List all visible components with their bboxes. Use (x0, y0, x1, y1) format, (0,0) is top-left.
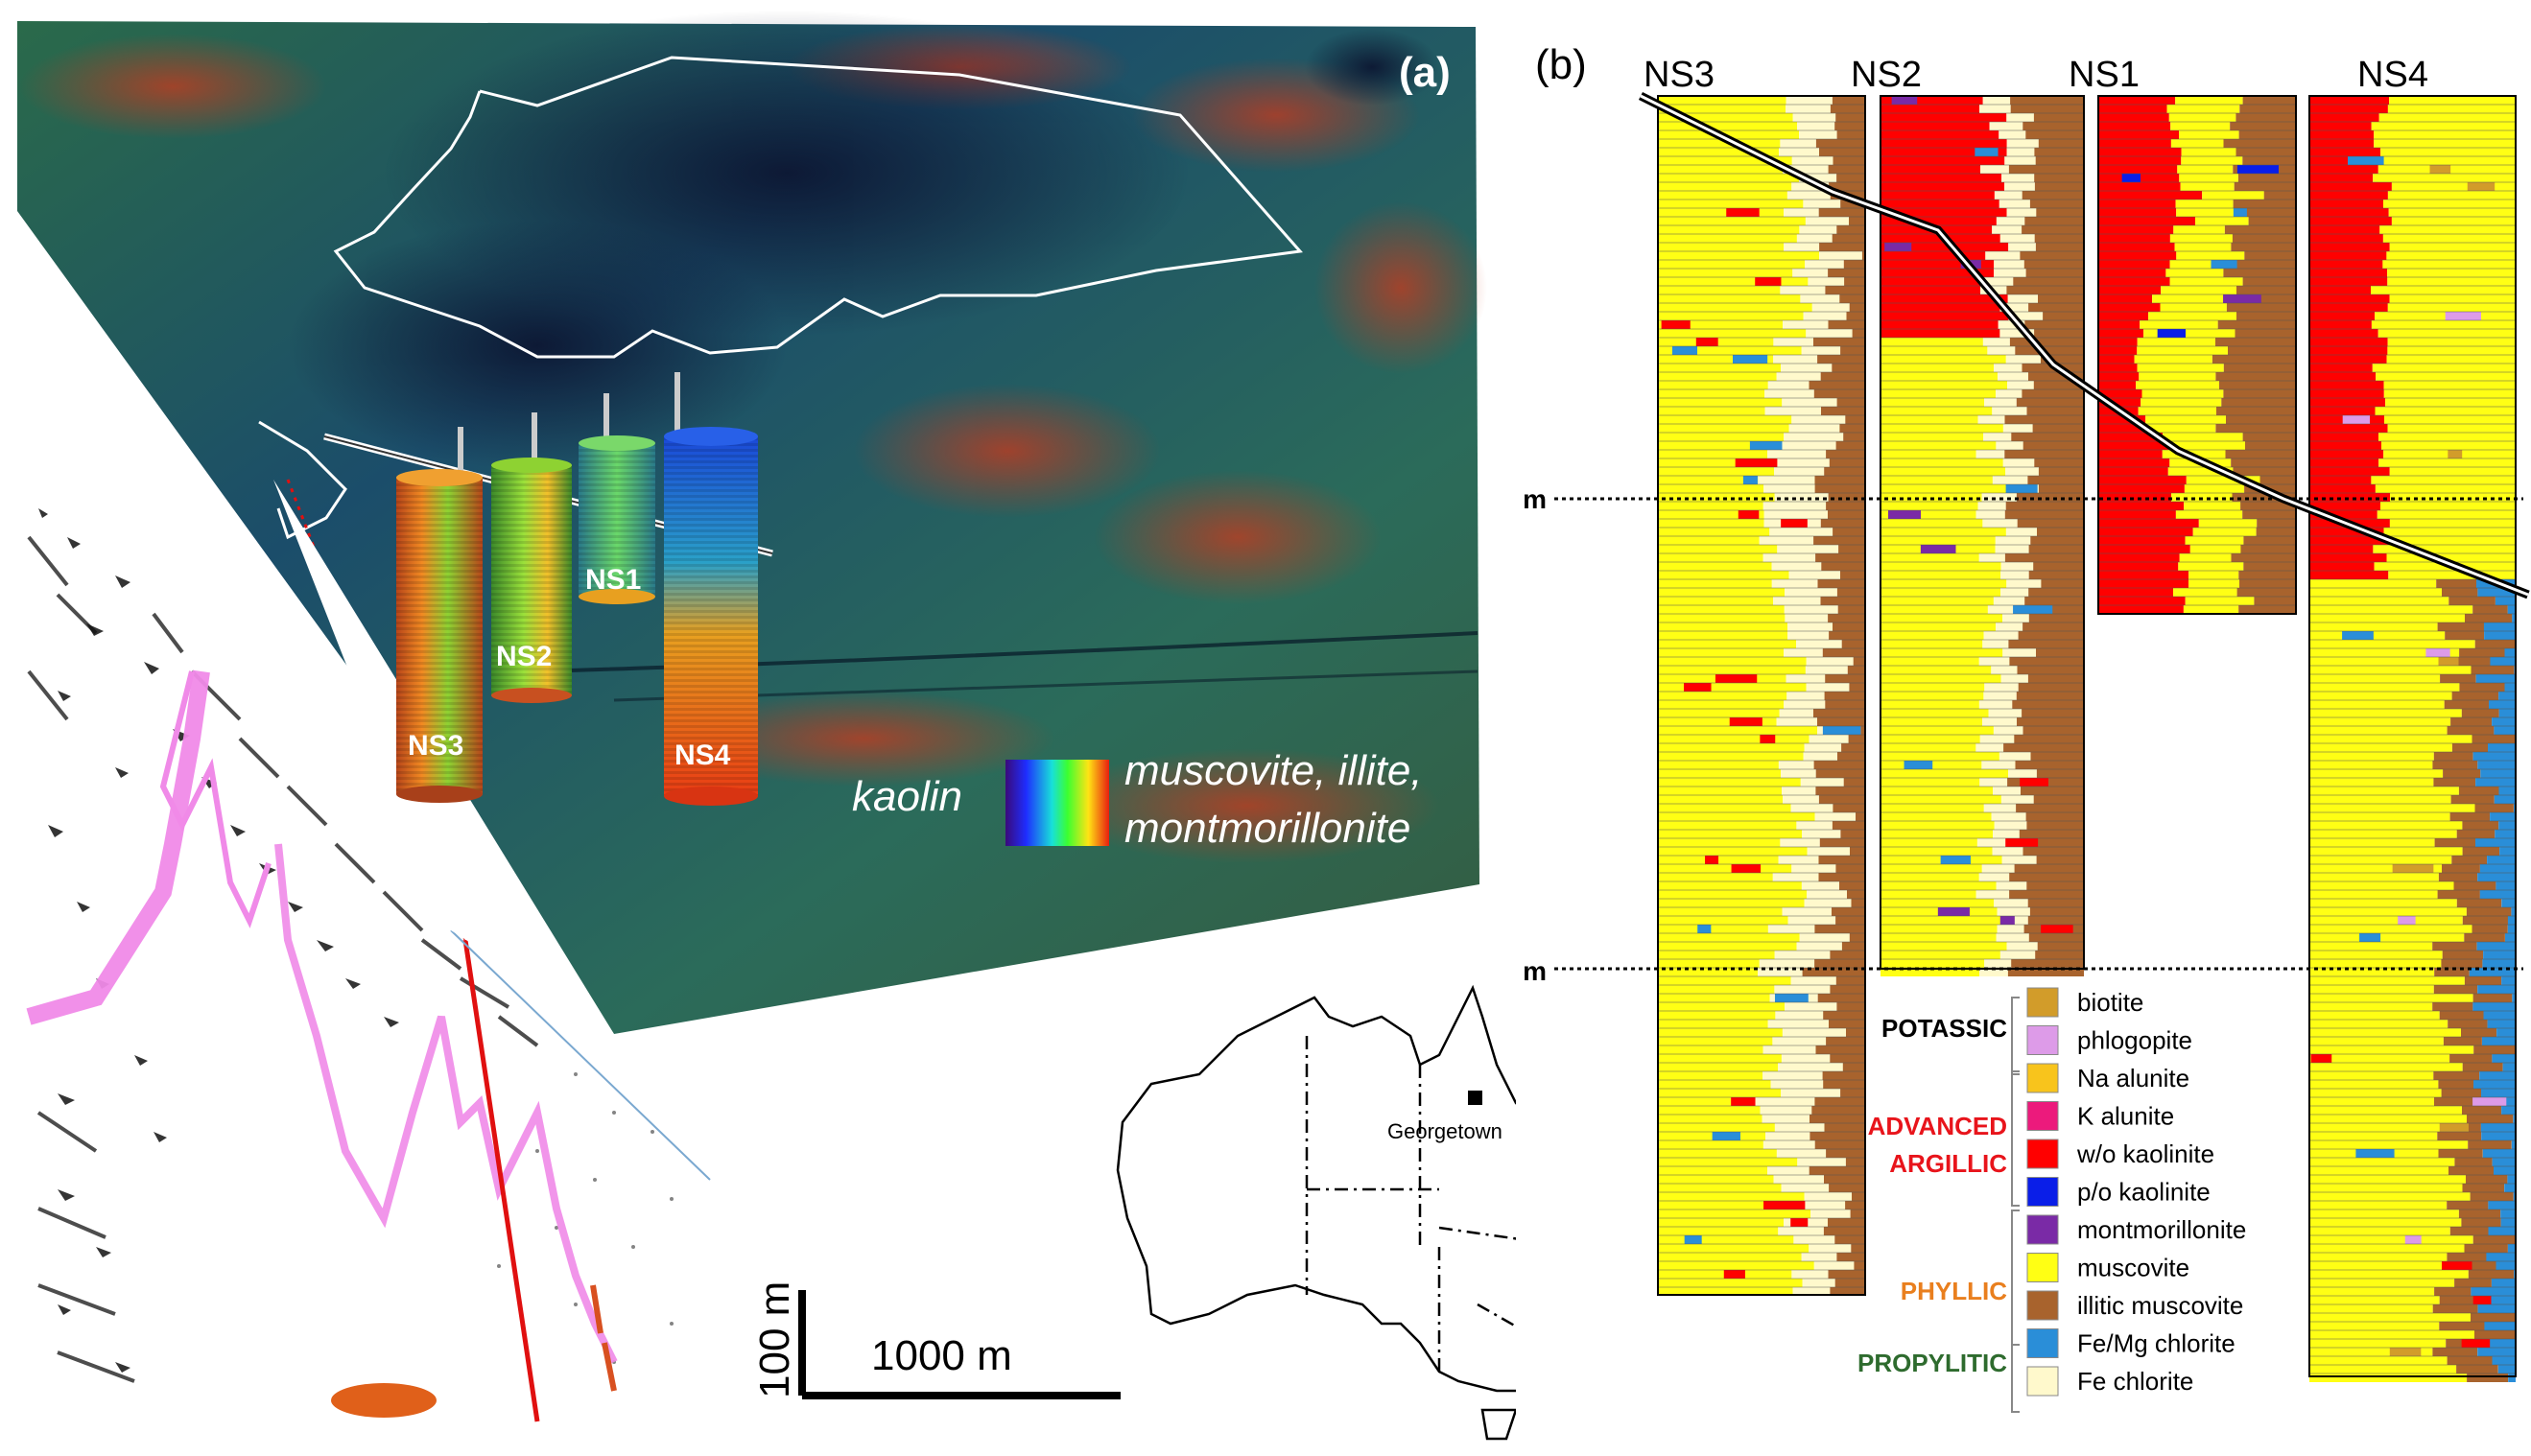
legend-swatch (2026, 1101, 2059, 1131)
column-header-ns1: NS1 (2069, 55, 2140, 95)
colorbar-right-label-2: montmorillonite (1124, 805, 1410, 852)
colorbar (1005, 760, 1109, 846)
colorbar-right-label-1: muscovite, illite, (1124, 747, 1423, 794)
depth-label-500: 500 m (1516, 956, 1547, 986)
scale-vertical-label: 100 m (751, 1281, 798, 1398)
australia-inset-map (1116, 984, 1516, 1441)
column-header-ns2: NS2 (1851, 55, 1922, 95)
kaolin-outline (333, 56, 1303, 359)
legend-swatch (2026, 1177, 2059, 1207)
legend-swatch (2026, 1214, 2059, 1245)
scale-horizontal-label: 1000 m (871, 1332, 1012, 1379)
legend-label: phlogopite (2077, 1026, 2192, 1055)
legend-group-phyllic: PHYLLIC (1901, 1277, 2007, 1305)
legend-label: Fe/Mg chlorite (2077, 1329, 2235, 1358)
legend-label: illitic muscovite (2077, 1291, 2243, 1320)
surface-texture (19, 10, 1487, 863)
legend-label: w/o kaolinite (2076, 1139, 2214, 1168)
drill-hole-ns3 (396, 427, 483, 803)
legend-swatch (2026, 1290, 2059, 1321)
legend-group-advanced: ADVANCED (1868, 1112, 2007, 1140)
drill-hole-ns2 (491, 412, 572, 703)
colorbar-left-label: kaolin (852, 773, 962, 820)
georgetown-marker (1468, 1091, 1482, 1105)
seismic-section (17, 479, 711, 1422)
legend-group-propylitic: PROPYLITIC (1857, 1349, 2007, 1377)
legend-label: p/o kaolinite (2077, 1178, 2211, 1207)
legend-swatch (2026, 1253, 2059, 1282)
panel-a-label: (a) (1399, 49, 1451, 96)
legend-swatch (2026, 1366, 2059, 1397)
column-header-ns4: NS4 (2357, 55, 2428, 95)
legend-group-argillic: ARGILLIC (1889, 1149, 2007, 1178)
legend-label: Na alunite (2077, 1064, 2189, 1092)
legend-label: biotite (2077, 988, 2143, 1017)
panel-a: NS3 NS2 NS1 NS4 (a) kaolin muscovite, il… (17, 10, 1516, 1441)
panel-b-label: (b) (1535, 41, 1587, 88)
cylinder-label-ns3: NS3 (408, 730, 463, 762)
depth-label-400: 400 m (1516, 484, 1547, 514)
georgetown-label: Georgetown (1387, 1119, 1502, 1143)
legend-swatch (2026, 1025, 2059, 1055)
legend-swatch (2026, 1139, 2059, 1169)
cylinder-label-ns1: NS1 (585, 564, 641, 596)
legend-swatch (2026, 1328, 2059, 1358)
drill-hole-ns4 (664, 372, 758, 806)
panel-b: (b) NS3 NS2 NS1 NS4 400 m 500 m POTASSIC… (1516, 41, 2530, 1413)
legend-label: Fe chlorite (2077, 1367, 2193, 1396)
legend-label: K alunite (2077, 1102, 2174, 1131)
legend: POTASSIC ADVANCED ARGILLIC PHYLLIC PROPY… (1857, 987, 2246, 1413)
scale-bar: 100 m 1000 m (751, 1281, 1121, 1399)
column-header-ns3: NS3 (1644, 55, 1715, 95)
cylinder-label-ns2: NS2 (496, 641, 552, 672)
cylinder-label-ns4: NS4 (674, 740, 731, 771)
legend-swatch (2026, 1063, 2059, 1093)
legend-group-potassic: POTASSIC (1881, 1014, 2007, 1043)
mineral-columns (1657, 95, 2517, 1382)
legend-label: muscovite (2077, 1254, 2189, 1282)
legend-swatch (2026, 987, 2059, 1018)
legend-label: montmorillonite (2077, 1215, 2246, 1244)
drill-hole-ns1 (579, 393, 655, 604)
